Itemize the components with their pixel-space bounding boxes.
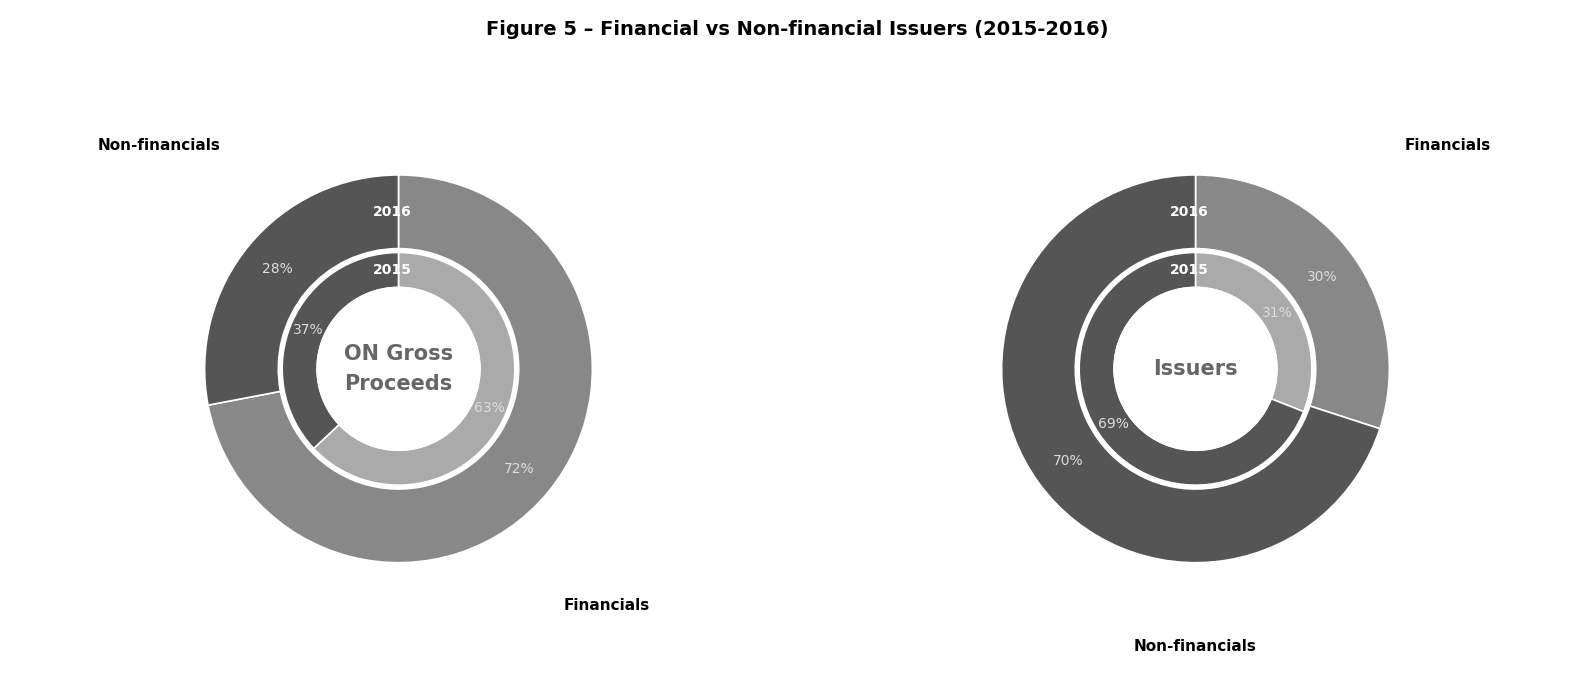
Text: 2016: 2016 (1170, 205, 1210, 219)
Text: ON Gross
Proceeds: ON Gross Proceeds (344, 344, 453, 393)
Wedge shape (314, 253, 515, 485)
Wedge shape (209, 175, 593, 563)
Text: Issuers: Issuers (1152, 359, 1239, 379)
Text: 30%: 30% (1307, 270, 1337, 283)
Text: 37%: 37% (292, 322, 324, 337)
Text: Financials: Financials (1404, 139, 1490, 154)
Text: 31%: 31% (1262, 306, 1293, 320)
Wedge shape (1196, 253, 1312, 412)
Text: 2016: 2016 (373, 205, 413, 219)
Text: Financials: Financials (563, 598, 649, 613)
Text: 72%: 72% (504, 462, 536, 476)
Text: 2015: 2015 (1170, 263, 1210, 277)
Text: 2015: 2015 (373, 263, 413, 277)
Text: 28%: 28% (261, 262, 293, 276)
Wedge shape (1001, 175, 1380, 563)
Text: Non-financials: Non-financials (1133, 639, 1258, 654)
Text: 69%: 69% (1098, 417, 1129, 432)
Circle shape (1114, 288, 1277, 450)
Wedge shape (204, 175, 398, 405)
Wedge shape (1079, 253, 1304, 485)
Text: Non-financials: Non-financials (97, 139, 222, 154)
Text: 63%: 63% (473, 401, 505, 415)
Wedge shape (1196, 175, 1390, 429)
Text: 70%: 70% (1054, 454, 1084, 468)
Wedge shape (282, 253, 398, 449)
Text: Figure 5 – Financial vs Non-financial Issuers (2015-2016): Figure 5 – Financial vs Non-financial Is… (486, 20, 1108, 40)
Circle shape (317, 288, 480, 450)
